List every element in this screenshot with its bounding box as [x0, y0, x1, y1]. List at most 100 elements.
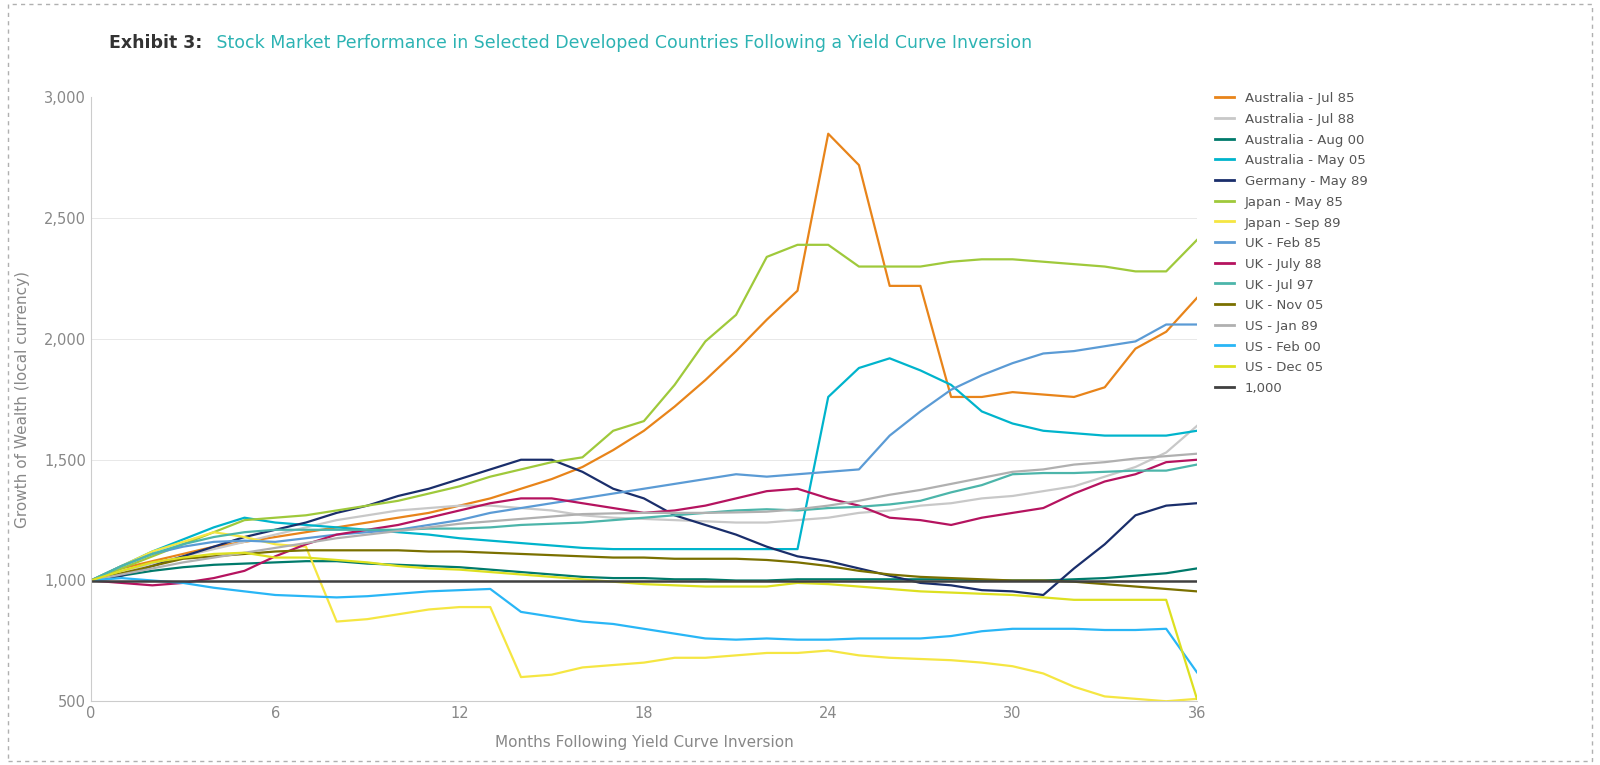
UK - July 88 [1187, 455, 1206, 464]
US - Jan 89 [266, 543, 285, 552]
US - Feb 00 [205, 583, 224, 592]
UK - Jul 97 [326, 526, 346, 535]
UK - Feb 85 [419, 520, 438, 529]
1,000 [389, 576, 408, 585]
Australia - Aug 00 [726, 576, 746, 585]
US - Dec 05 [173, 553, 192, 562]
US - Jan 89 [787, 505, 806, 514]
UK - Nov 05 [1003, 576, 1022, 585]
Germany - May 89 [880, 571, 899, 581]
UK - Feb 85 [512, 503, 531, 513]
UK - July 88 [142, 581, 162, 590]
Australia - May 05 [450, 534, 469, 543]
Australia - May 05 [82, 576, 101, 585]
UK - Feb 85 [1034, 349, 1053, 358]
1,000 [112, 576, 131, 585]
Japan - May 85 [173, 539, 192, 549]
US - Jan 89 [326, 534, 346, 543]
Australia - Aug 00 [389, 560, 408, 569]
1,000 [326, 576, 346, 585]
Australia - May 05 [696, 545, 715, 554]
Australia - May 05 [573, 543, 592, 552]
UK - Feb 85 [173, 542, 192, 552]
Australia - May 05 [542, 541, 562, 550]
Line: Japan - May 85: Japan - May 85 [91, 240, 1197, 581]
US - Jan 89 [1126, 454, 1146, 463]
UK - Jul 97 [941, 488, 960, 497]
UK - Feb 85 [480, 508, 499, 517]
Australia - Jul 88 [1126, 462, 1146, 471]
Australia - Aug 00 [910, 575, 930, 584]
Germany - May 89 [573, 467, 592, 477]
Japan - Sep 89 [1003, 662, 1022, 671]
UK - Feb 85 [1187, 320, 1206, 329]
US - Jan 89 [819, 501, 838, 510]
UK - Nov 05 [450, 547, 469, 556]
Japan - Sep 89 [419, 605, 438, 614]
Australia - May 05 [1157, 431, 1176, 440]
Australia - Jul 85 [235, 537, 254, 546]
Australia - Jul 85 [787, 286, 806, 295]
Australia - Aug 00 [666, 575, 685, 584]
Australia - Jul 88 [235, 537, 254, 546]
Australia - Jul 88 [112, 566, 131, 575]
US - Jan 89 [1064, 460, 1083, 469]
1,000 [142, 576, 162, 585]
Japan - May 85 [696, 337, 715, 346]
Australia - Aug 00 [142, 566, 162, 575]
Australia - May 05 [666, 545, 685, 554]
Australia - Jul 85 [173, 549, 192, 558]
Australia - May 05 [112, 562, 131, 571]
1,000 [266, 576, 285, 585]
UK - Jul 97 [726, 506, 746, 515]
US - Jan 89 [910, 485, 930, 494]
UK - Nov 05 [666, 554, 685, 563]
US - Jan 89 [1157, 451, 1176, 461]
UK - July 88 [910, 516, 930, 525]
Japan - May 85 [142, 552, 162, 561]
UK - July 88 [850, 501, 869, 510]
UK - July 88 [173, 578, 192, 588]
Japan - Sep 89 [666, 653, 685, 662]
Germany - May 89 [910, 578, 930, 588]
Japan - Sep 89 [296, 542, 315, 552]
Germany - May 89 [326, 508, 346, 517]
US - Feb 00 [819, 635, 838, 644]
Germany - May 89 [1003, 587, 1022, 596]
UK - Jul 97 [82, 576, 101, 585]
Australia - May 05 [1034, 426, 1053, 435]
UK - Feb 85 [1003, 359, 1022, 368]
US - Jan 89 [973, 474, 992, 483]
1,000 [787, 576, 806, 585]
Germany - May 89 [603, 484, 622, 493]
UK - Feb 85 [666, 480, 685, 489]
Legend: Australia - Jul 85, Australia - Jul 88, Australia - Aug 00, Australia - May 05, : Australia - Jul 85, Australia - Jul 88, … [1214, 92, 1368, 395]
Australia - Aug 00 [173, 562, 192, 571]
UK - Jul 97 [205, 532, 224, 542]
Japan - May 85 [1094, 262, 1114, 271]
UK - Feb 85 [787, 470, 806, 479]
Japan - Sep 89 [358, 614, 378, 623]
US - Feb 00 [450, 585, 469, 594]
Japan - Sep 89 [1034, 669, 1053, 678]
Line: UK - July 88: UK - July 88 [91, 460, 1197, 585]
Australia - Jul 88 [1003, 491, 1022, 500]
Australia - Jul 85 [696, 376, 715, 385]
Japan - May 85 [634, 416, 653, 425]
UK - Nov 05 [419, 547, 438, 556]
US - Feb 00 [235, 587, 254, 596]
Australia - Jul 88 [850, 508, 869, 517]
UK - Nov 05 [235, 549, 254, 558]
Australia - May 05 [512, 539, 531, 548]
Germany - May 89 [82, 576, 101, 585]
1,000 [1094, 576, 1114, 585]
UK - Nov 05 [480, 549, 499, 558]
UK - July 88 [973, 513, 992, 522]
Germany - May 89 [296, 518, 315, 527]
Line: Australia - Jul 85: Australia - Jul 85 [91, 134, 1197, 581]
Australia - Jul 88 [666, 516, 685, 525]
Germany - May 89 [1064, 564, 1083, 573]
UK - Nov 05 [512, 549, 531, 558]
US - Dec 05 [819, 580, 838, 589]
Japan - May 85 [603, 426, 622, 435]
